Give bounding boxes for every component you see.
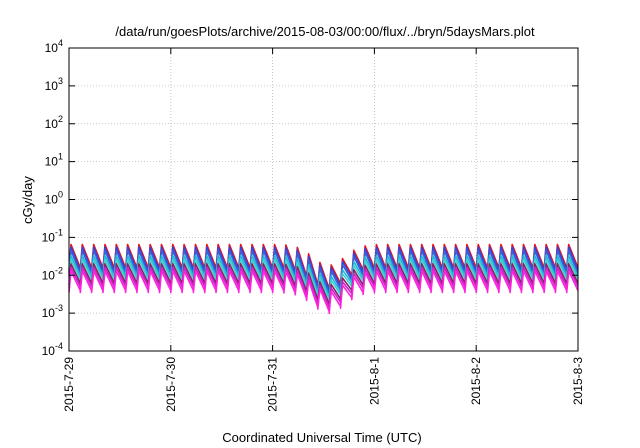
x-tick-label: 2015-7-30 <box>164 357 178 412</box>
x-axis-label: Coordinated Universal Time (UTC) <box>222 430 421 445</box>
y-ticks: 10-4 10-3 10-2 10-1 100 101 102 103 104 <box>42 38 578 358</box>
x-tick-label: 2015-8-3 <box>571 357 585 405</box>
x-tick-label: 2015-7-31 <box>266 357 280 412</box>
y-tick-label: 101 <box>45 152 63 169</box>
chart-title: /data/run/goesPlots/archive/2015-08-03/0… <box>115 24 535 39</box>
x-tick-label: 2015-8-1 <box>367 357 381 405</box>
grid <box>69 48 578 351</box>
y-tick-label: 10-2 <box>42 265 63 282</box>
y-tick-label: 10-4 <box>42 341 63 358</box>
x-tick-label: 2015-7-29 <box>62 357 76 412</box>
series-group <box>68 243 579 315</box>
y-tick-label: 10-1 <box>42 227 63 244</box>
x-tick-label: 2015-8-2 <box>469 357 483 405</box>
y-tick-label: 100 <box>45 190 63 207</box>
y-tick-label: 103 <box>45 76 63 93</box>
series-line <box>68 270 579 315</box>
y-axis-label: cGy/day <box>20 176 35 224</box>
y-tick-label: 104 <box>45 38 63 55</box>
x-ticks: 2015-7-29 2015-7-30 2015-7-31 2015-8-1 2015-… <box>62 48 585 412</box>
y-tick-label: 10-3 <box>42 303 63 320</box>
y-tick-label: 102 <box>45 114 63 131</box>
